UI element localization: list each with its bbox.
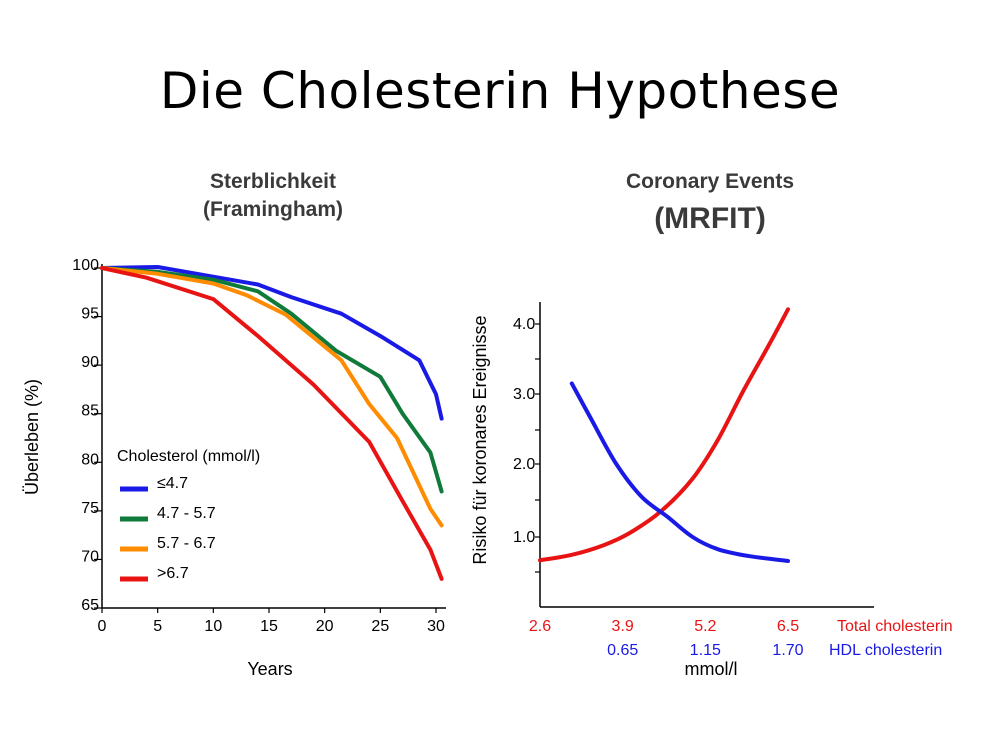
- hdl-cholesterin-label: HDL cholesterin: [829, 642, 942, 659]
- mrfit-y-axis-label: Risiko für koronares Ereignisse: [470, 315, 490, 564]
- framingham-y-tick-label: 75: [81, 500, 99, 517]
- framingham-x-tick-label: 5: [153, 618, 162, 635]
- framingham-y-tick-label: 90: [81, 354, 99, 371]
- framingham-y-tick-label: 95: [81, 306, 99, 323]
- framingham-y-tick-label: 70: [81, 548, 99, 565]
- framingham-chart-title: Sterblichkeit (Framingham): [150, 168, 396, 224]
- framingham-subtitle-line: (Framingham): [202, 198, 343, 221]
- mrfit-chart-title: Coronary Events: [625, 170, 795, 193]
- total-cholesterin-label: Total cholesterin: [837, 618, 953, 635]
- framingham-y-tick-label: 85: [81, 403, 99, 420]
- mrfit-y-tick-label: 2.0: [513, 456, 535, 473]
- total-cholesterin-tick-label: 6.5: [777, 618, 799, 635]
- mrfit-x-axis-label: mmol/l: [685, 659, 738, 679]
- mrfit-series-line-1: [569, 381, 790, 563]
- series-line-3: [100, 266, 444, 581]
- framingham-x-axis-label: Years: [247, 659, 292, 679]
- mrfit-series-line-0: [538, 307, 790, 563]
- mrfit-chart-subtitle: (MRFIT): [654, 202, 766, 235]
- framingham-x-tick-label: 25: [371, 618, 389, 635]
- series-line-2: [100, 266, 444, 528]
- legend-title: Cholesterol (mmol/l): [117, 448, 260, 465]
- hdl-cholesterin-tick-label: 0.65: [607, 642, 638, 659]
- hdl-cholesterin-tick-label: 1.15: [690, 642, 721, 659]
- framingham-x-tick-label: 20: [316, 618, 334, 635]
- framingham-x-tick-label: 0: [98, 618, 107, 635]
- framingham-y-axis-label: Überleben (%): [22, 379, 42, 495]
- series-line-1: [100, 266, 444, 494]
- framingham-y-tick-label: 100: [72, 257, 99, 274]
- framingham-title-line: Sterblichkeit: [209, 170, 337, 193]
- mrfit-y-tick-label: 3.0: [513, 386, 535, 403]
- framingham-x-tick-label: 15: [260, 618, 278, 635]
- total-cholesterin-tick-label: 3.9: [612, 618, 634, 635]
- mrfit-y-tick-label: 1.0: [513, 529, 535, 546]
- legend-label-3: >6.7: [157, 565, 189, 582]
- total-cholesterin-tick-label: 2.6: [529, 618, 551, 635]
- hdl-cholesterin-tick-label: 1.70: [772, 642, 803, 659]
- mrfit-y-tick-label: 4.0: [513, 316, 535, 333]
- framingham-survival-chart: Überleben (%) Years Cholesterol (mmol/l)…: [22, 257, 446, 679]
- slide-title: Die Cholesterin Hypothese: [159, 62, 841, 120]
- total-cholesterin-tick-label: 5.2: [694, 618, 716, 635]
- legend-label-2: 5.7 - 6.7: [157, 535, 216, 552]
- legend-label-0: ≤4.7: [157, 475, 188, 492]
- framingham-x-tick-label: 10: [204, 618, 222, 635]
- series-line-0: [100, 265, 444, 421]
- framingham-x-tick-label: 30: [427, 618, 445, 635]
- framingham-y-tick-label: 65: [81, 597, 99, 614]
- framingham-y-tick-label: 80: [81, 451, 99, 468]
- mrfit-coronary-chart: Risiko für koronares Ereignisse mmol/l T…: [470, 302, 953, 679]
- legend-label-1: 4.7 - 5.7: [157, 505, 216, 522]
